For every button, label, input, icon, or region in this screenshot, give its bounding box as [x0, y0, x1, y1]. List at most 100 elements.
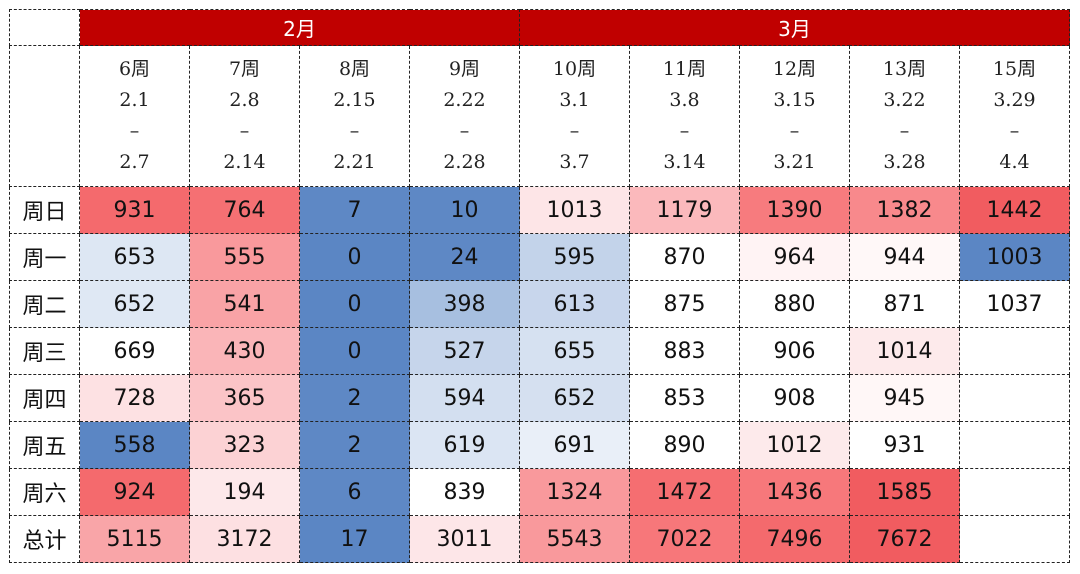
week-header-dash: –	[569, 120, 580, 142]
table-row: 总计 5115 3172 17 3011 5543 7022 7496 7672	[9, 515, 1070, 563]
table-cell: 24	[409, 233, 520, 281]
table-row: 周三 669 430 0 527 655 883 906 1014	[9, 327, 1070, 375]
week-header-week: 7周	[228, 58, 261, 80]
row-label: 周四	[9, 374, 80, 422]
table-cell: 728	[79, 374, 190, 422]
table-cell	[959, 421, 1070, 469]
table-cell: 1324	[519, 468, 630, 516]
table-cell	[959, 327, 1070, 375]
week-header: 13周 3.22 – 3.28	[849, 45, 960, 187]
weekly-count-heatmap-table: 2月 3月 6周 2.1 – 2.7 7周 2.8 – 2.14 8周 2.15 – 2.21 9周 2.…	[9, 9, 1070, 563]
week-header-end: 4.4	[999, 151, 1030, 173]
week-header-dash: –	[129, 120, 140, 142]
table-cell: 839	[409, 468, 520, 516]
week-header: 7周 2.8 – 2.14	[189, 45, 300, 187]
table-row: 周日 931 764 7 10 1013 1179 1390 1382 1442	[9, 186, 1070, 234]
table-cell: 945	[849, 374, 960, 422]
week-header: 12周 3.15 – 3.21	[739, 45, 850, 187]
table-cell: 1382	[849, 186, 960, 234]
week-header: 8周 2.15 – 2.21	[299, 45, 410, 187]
month-header-mar: 3月	[519, 9, 1070, 46]
table-cell: 944	[849, 233, 960, 281]
table-cell: 541	[189, 280, 300, 328]
table-cell: 1442	[959, 186, 1070, 234]
table-cell: 890	[629, 421, 740, 469]
table-cell: 655	[519, 327, 630, 375]
table-cell: 3172	[189, 515, 300, 563]
week-header-end: 3.7	[559, 151, 590, 173]
week-header-dash: –	[1009, 120, 1020, 142]
week-header-start: 3.15	[773, 89, 816, 111]
week-header: 11周 3.8 – 3.14	[629, 45, 740, 187]
table-cell: 17	[299, 515, 410, 563]
table-cell: 1472	[629, 468, 740, 516]
table-cell: 883	[629, 327, 740, 375]
table-cell: 3011	[409, 515, 520, 563]
table-cell: 924	[79, 468, 190, 516]
week-header-start: 3.29	[993, 89, 1036, 111]
week-header-start: 3.8	[669, 89, 700, 111]
week-header-end: 3.14	[663, 151, 706, 173]
table-cell: 6	[299, 468, 410, 516]
table-cell: 430	[189, 327, 300, 375]
week-header-dash: –	[239, 120, 250, 142]
table-cell: 1436	[739, 468, 850, 516]
table-cell: 0	[299, 280, 410, 328]
table-cell: 10	[409, 186, 520, 234]
table-cell: 1179	[629, 186, 740, 234]
table-cell: 7672	[849, 515, 960, 563]
table-cell: 527	[409, 327, 520, 375]
week-header-start: 3.1	[559, 89, 590, 111]
week-header-row: 6周 2.1 – 2.7 7周 2.8 – 2.14 8周 2.15 – 2.21 9周 2.22 – 2.2…	[9, 45, 1070, 187]
week-header-week: 15周	[992, 58, 1037, 80]
table-cell: 594	[409, 374, 520, 422]
week-header-dash: –	[349, 120, 360, 142]
table-cell: 908	[739, 374, 850, 422]
table-cell: 613	[519, 280, 630, 328]
week-header-start: 2.22	[443, 89, 486, 111]
table-cell	[959, 515, 1070, 563]
week-header-dash: –	[899, 120, 910, 142]
month-header-feb: 2月	[79, 9, 520, 46]
table-cell: 853	[629, 374, 740, 422]
table-row: 周一 653 555 0 24 595 870 964 944 1003	[9, 233, 1070, 281]
table-cell: 555	[189, 233, 300, 281]
table-cell: 619	[409, 421, 520, 469]
row-label: 周日	[9, 186, 80, 234]
table-cell: 964	[739, 233, 850, 281]
week-header: 10周 3.1 – 3.7	[519, 45, 630, 187]
week-header-start: 2.1	[119, 89, 150, 111]
row-label: 周三	[9, 327, 80, 375]
week-header-start: 3.22	[883, 89, 926, 111]
table-cell: 906	[739, 327, 850, 375]
table-row: 周五 558 323 2 619 691 890 1012 931	[9, 421, 1070, 469]
table-cell: 1390	[739, 186, 850, 234]
week-header-week: 9周	[448, 58, 481, 80]
table-cell: 875	[629, 280, 740, 328]
week-header-end: 2.14	[223, 151, 266, 173]
table-cell: 669	[79, 327, 190, 375]
table-cell: 0	[299, 233, 410, 281]
row-label: 周一	[9, 233, 80, 281]
table-cell: 398	[409, 280, 520, 328]
table-cell: 558	[79, 421, 190, 469]
month-header-row: 2月 3月	[9, 9, 1070, 46]
week-header-end: 2.28	[443, 151, 486, 173]
week-header-week: 11周	[662, 58, 707, 80]
table-row: 周四 728 365 2 594 652 853 908 945	[9, 374, 1070, 422]
table-cell: 7496	[739, 515, 850, 563]
table-cell: 931	[849, 421, 960, 469]
table-cell	[959, 374, 1070, 422]
week-header-week: 12周	[772, 58, 817, 80]
row-label: 周二	[9, 280, 80, 328]
week-header-week: 10周	[552, 58, 597, 80]
table-cell: 194	[189, 468, 300, 516]
week-header: 9周 2.22 – 2.28	[409, 45, 520, 187]
table-cell: 1585	[849, 468, 960, 516]
week-header-dash: –	[459, 120, 470, 142]
table-cell: 652	[519, 374, 630, 422]
row-label: 总计	[9, 515, 80, 563]
table-cell: 1014	[849, 327, 960, 375]
table-cell: 5543	[519, 515, 630, 563]
row-label: 周五	[9, 421, 80, 469]
